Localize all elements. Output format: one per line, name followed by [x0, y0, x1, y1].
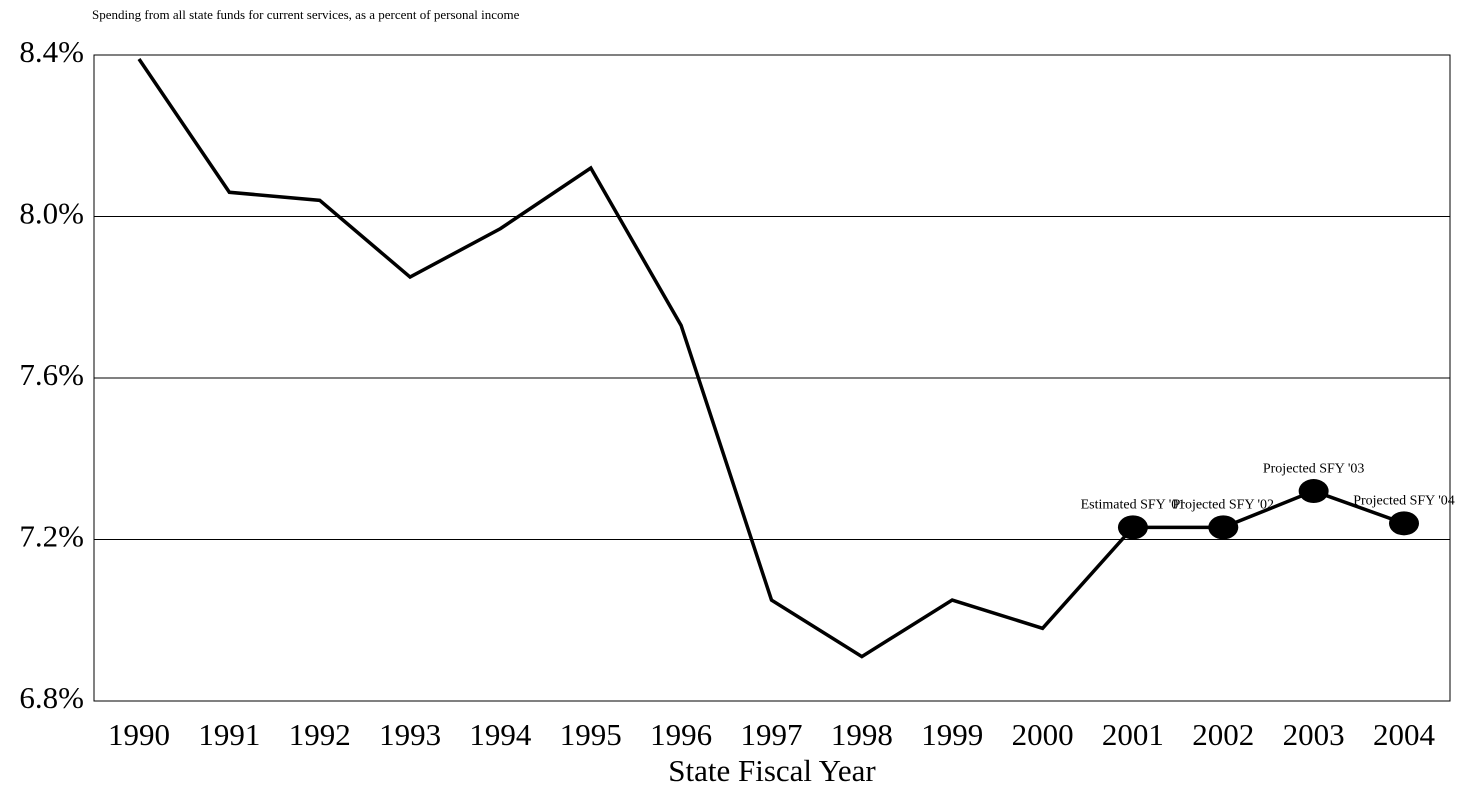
y-tick-label: 7.6% — [19, 357, 84, 392]
marker — [1117, 515, 1148, 540]
x-tick-label: 2001 — [1102, 717, 1164, 752]
y-tick-label: 8.0% — [19, 196, 84, 231]
y-tick-label: 8.4% — [19, 34, 84, 69]
x-tick-label: 1995 — [560, 717, 622, 752]
x-tick-label: 1991 — [198, 717, 260, 752]
x-tick-label: 1998 — [831, 717, 893, 752]
point-label: Projected SFY '04 — [1353, 494, 1455, 509]
x-tick-label: 1990 — [108, 717, 170, 752]
x-tick-label: 1999 — [921, 717, 983, 752]
marker — [1298, 479, 1329, 504]
marker — [1389, 511, 1419, 536]
x-tick-label: 2000 — [1012, 717, 1074, 752]
point-label: Projected SFY '02 — [1173, 498, 1275, 513]
x-tick-label: 1993 — [379, 717, 441, 752]
x-tick-label: 1996 — [650, 717, 712, 752]
line — [137, 58, 1405, 659]
x-tick-label: 2002 — [1192, 717, 1254, 752]
y-tick-label: 6.8% — [19, 680, 84, 715]
x-tick-label: 1997 — [741, 717, 803, 752]
x-tick-label: 2004 — [1373, 717, 1436, 752]
x-tick-label: 1994 — [469, 717, 532, 752]
marker — [1208, 515, 1239, 540]
chart-title: Spending from all state funds for curren… — [92, 7, 520, 22]
point-label: Estimated SFY '01 — [1081, 498, 1186, 513]
point-label: Projected SFY '03 — [1263, 461, 1365, 476]
x-axis-title: State Fiscal Year — [668, 753, 876, 788]
y-tick-label: 7.2% — [19, 519, 84, 554]
x-tick-label: 2003 — [1283, 717, 1345, 752]
x-tick-label: 1992 — [289, 717, 351, 752]
